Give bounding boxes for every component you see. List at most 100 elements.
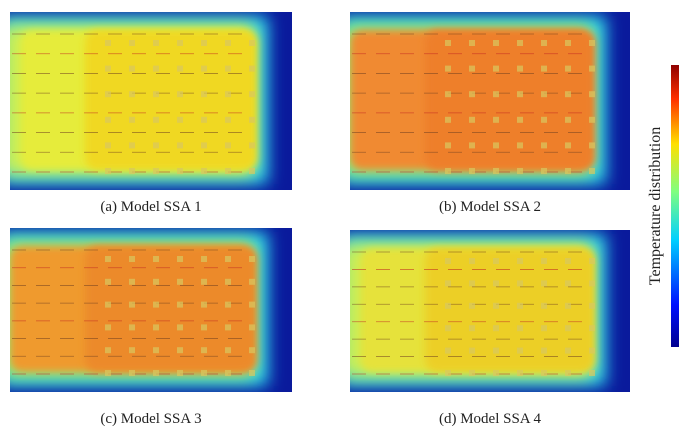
component (249, 65, 255, 72)
component (469, 142, 475, 149)
component (177, 347, 183, 354)
component (105, 40, 111, 46)
heatmap-panel: (c) Model SSA 3 (10, 228, 292, 427)
component (565, 280, 571, 287)
hot-zone (85, 246, 257, 372)
component (445, 65, 451, 72)
component (541, 142, 547, 149)
component (493, 142, 499, 149)
component (493, 325, 499, 332)
component (517, 325, 523, 332)
component (589, 347, 595, 354)
component (129, 324, 135, 331)
component (129, 347, 135, 354)
component (469, 168, 475, 174)
component (201, 324, 207, 331)
component (565, 347, 571, 354)
component (177, 370, 183, 376)
component (469, 65, 475, 72)
component (445, 370, 451, 376)
component (565, 40, 571, 46)
heatmap (10, 12, 292, 190)
component (153, 278, 159, 285)
component (201, 301, 207, 308)
component (129, 142, 135, 149)
component (225, 301, 231, 308)
hot-zone (425, 30, 595, 170)
component (445, 302, 451, 309)
component (493, 302, 499, 309)
component (105, 91, 111, 98)
component (493, 40, 499, 46)
component (249, 142, 255, 149)
component (445, 325, 451, 332)
component (249, 40, 255, 46)
component (517, 40, 523, 46)
component (493, 168, 499, 174)
component (541, 40, 547, 46)
component (201, 168, 207, 174)
component (105, 256, 111, 262)
component (249, 91, 255, 98)
component (493, 258, 499, 264)
component (589, 91, 595, 98)
component (469, 325, 475, 332)
component (105, 278, 111, 285)
component (129, 301, 135, 308)
component (105, 324, 111, 331)
component (177, 278, 183, 285)
component (153, 116, 159, 123)
component (565, 65, 571, 72)
component (177, 168, 183, 174)
component (493, 370, 499, 376)
component (493, 280, 499, 287)
component (469, 40, 475, 46)
component (565, 370, 571, 376)
component (177, 91, 183, 98)
component (201, 370, 207, 376)
component (153, 324, 159, 331)
component (105, 168, 111, 174)
component (129, 116, 135, 123)
component (589, 116, 595, 123)
component (517, 370, 523, 376)
component (201, 40, 207, 46)
component (105, 370, 111, 376)
component (517, 65, 523, 72)
component (105, 65, 111, 72)
component (129, 65, 135, 72)
component (177, 301, 183, 308)
colorbar (671, 65, 679, 347)
component (105, 116, 111, 123)
component (445, 142, 451, 149)
component (589, 302, 595, 309)
component (541, 65, 547, 72)
component (201, 65, 207, 72)
component (565, 116, 571, 123)
heatmap (10, 228, 292, 392)
heatmap (350, 12, 630, 190)
component (153, 301, 159, 308)
heatmap-panel: (b) Model SSA 2 (350, 12, 630, 215)
component (129, 256, 135, 262)
component (249, 324, 255, 331)
component (445, 347, 451, 354)
component (249, 301, 255, 308)
component (469, 116, 475, 123)
component (153, 370, 159, 376)
component (225, 324, 231, 331)
component (565, 142, 571, 149)
component (105, 347, 111, 354)
component (565, 302, 571, 309)
component (589, 142, 595, 149)
component (469, 258, 475, 264)
component (517, 347, 523, 354)
component (445, 258, 451, 264)
panel-caption: (b) Model SSA 2 (439, 199, 541, 215)
component (445, 280, 451, 287)
component (445, 168, 451, 174)
component (177, 324, 183, 331)
component (517, 280, 523, 287)
component (201, 116, 207, 123)
